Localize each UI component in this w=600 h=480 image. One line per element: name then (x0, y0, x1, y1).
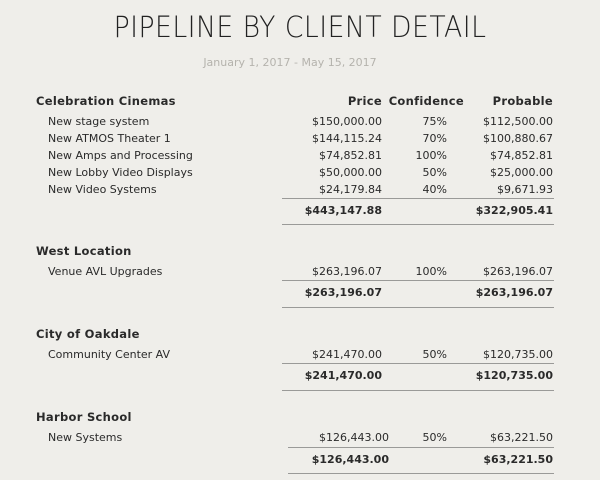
line-item-row: New Systems $126,443.00 50% $63,221.50 (0, 431, 600, 448)
item-confidence: 100% (415, 149, 447, 162)
subtotal-row: $126,443.00 $63,221.50 (0, 453, 600, 470)
item-price: $50,000.00 (319, 166, 382, 179)
total-price: $263,196.07 (304, 286, 382, 299)
line-item-row: Venue AVL Upgrades $263,196.07 100% $263… (0, 265, 600, 282)
subtotal-underline (282, 224, 554, 225)
item-name: New ATMOS Theater 1 (48, 132, 171, 145)
subtotal-divider (282, 198, 554, 199)
item-probable: $120,735.00 (483, 348, 553, 361)
subtotal-row: $263,196.07 $263,196.07 (0, 286, 600, 303)
item-price: $126,443.00 (319, 431, 389, 444)
item-probable: $74,852.81 (490, 149, 553, 162)
subtotal-row: $443,147.88 $322,905.41 (0, 204, 600, 221)
total-probable: $263,196.07 (475, 286, 553, 299)
client-header-row: Harbor School (0, 410, 600, 427)
subtotal-underline (288, 473, 554, 474)
client-section: Harbor School New Systems $126,443.00 50… (0, 410, 600, 474)
date-range: January 1, 2017 - May 15, 2017 (203, 56, 377, 69)
item-confidence: 100% (415, 265, 447, 278)
client-section: Celebration Cinemas Price Confidence Pro… (0, 94, 600, 225)
line-item-row: New stage system $150,000.00 75% $112,50… (0, 115, 600, 132)
total-price: $443,147.88 (304, 204, 382, 217)
item-confidence: 40% (422, 183, 447, 196)
subtotal-divider (288, 447, 554, 448)
item-probable: $263,196.07 (483, 265, 553, 278)
confidence-column-header: Confidence (388, 94, 464, 108)
item-confidence: 70% (422, 132, 447, 145)
item-price: $74,852.81 (319, 149, 382, 162)
item-name: New Video Systems (48, 183, 157, 196)
item-price: $150,000.00 (312, 115, 382, 128)
client-name: West Location (36, 244, 132, 258)
line-item-row: New Video Systems $24,179.84 40% $9,671.… (0, 183, 600, 200)
client-section: City of Oakdale Community Center AV $241… (0, 327, 600, 391)
total-probable: $120,735.00 (475, 369, 553, 382)
item-confidence: 50% (422, 166, 447, 179)
item-name: New Systems (48, 431, 123, 444)
client-section: West Location Venue AVL Upgrades $263,19… (0, 244, 600, 308)
subtotal-divider (282, 280, 554, 281)
item-name: Venue AVL Upgrades (48, 265, 163, 278)
item-confidence: 50% (422, 431, 447, 444)
item-name: New Lobby Video Displays (48, 166, 193, 179)
subtotal-underline (282, 307, 554, 308)
client-header-row: West Location (0, 244, 600, 261)
subtotal-divider (282, 363, 554, 364)
item-name: New stage system (48, 115, 150, 128)
item-price: $24,179.84 (319, 183, 382, 196)
client-name: Harbor School (36, 410, 132, 424)
item-probable: $25,000.00 (490, 166, 553, 179)
item-confidence: 75% (422, 115, 447, 128)
subtotal-underline (282, 390, 554, 391)
client-header-row: City of Oakdale (0, 327, 600, 344)
client-name: City of Oakdale (36, 327, 140, 341)
total-probable: $322,905.41 (475, 204, 553, 217)
item-price: $241,470.00 (312, 348, 382, 361)
item-probable: $100,880.67 (483, 132, 553, 145)
client-name: Celebration Cinemas (36, 94, 176, 108)
probable-column-header: Probable (492, 94, 553, 108)
client-header-row: Celebration Cinemas Price Confidence Pro… (0, 94, 600, 111)
page-title: PIPELINE BY CLIENT DETAIL (113, 10, 487, 44)
line-item-row: New Lobby Video Displays $50,000.00 50% … (0, 166, 600, 183)
line-item-row: New Amps and Processing $74,852.81 100% … (0, 149, 600, 166)
item-price: $144,115.24 (312, 132, 382, 145)
item-probable: $112,500.00 (483, 115, 553, 128)
item-price: $263,196.07 (312, 265, 382, 278)
price-column-header: Price (347, 94, 382, 108)
total-price: $241,470.00 (304, 369, 382, 382)
item-name: New Amps and Processing (48, 149, 193, 162)
total-price: $126,443.00 (311, 453, 389, 466)
line-item-row: Community Center AV $241,470.00 50% $120… (0, 348, 600, 365)
item-probable: $63,221.50 (490, 431, 553, 444)
item-name: Community Center AV (48, 348, 171, 361)
total-probable: $63,221.50 (483, 453, 553, 466)
item-confidence: 50% (422, 348, 447, 361)
item-probable: $9,671.93 (497, 183, 553, 196)
subtotal-row: $241,470.00 $120,735.00 (0, 369, 600, 386)
line-item-row: New ATMOS Theater 1 $144,115.24 70% $100… (0, 132, 600, 149)
